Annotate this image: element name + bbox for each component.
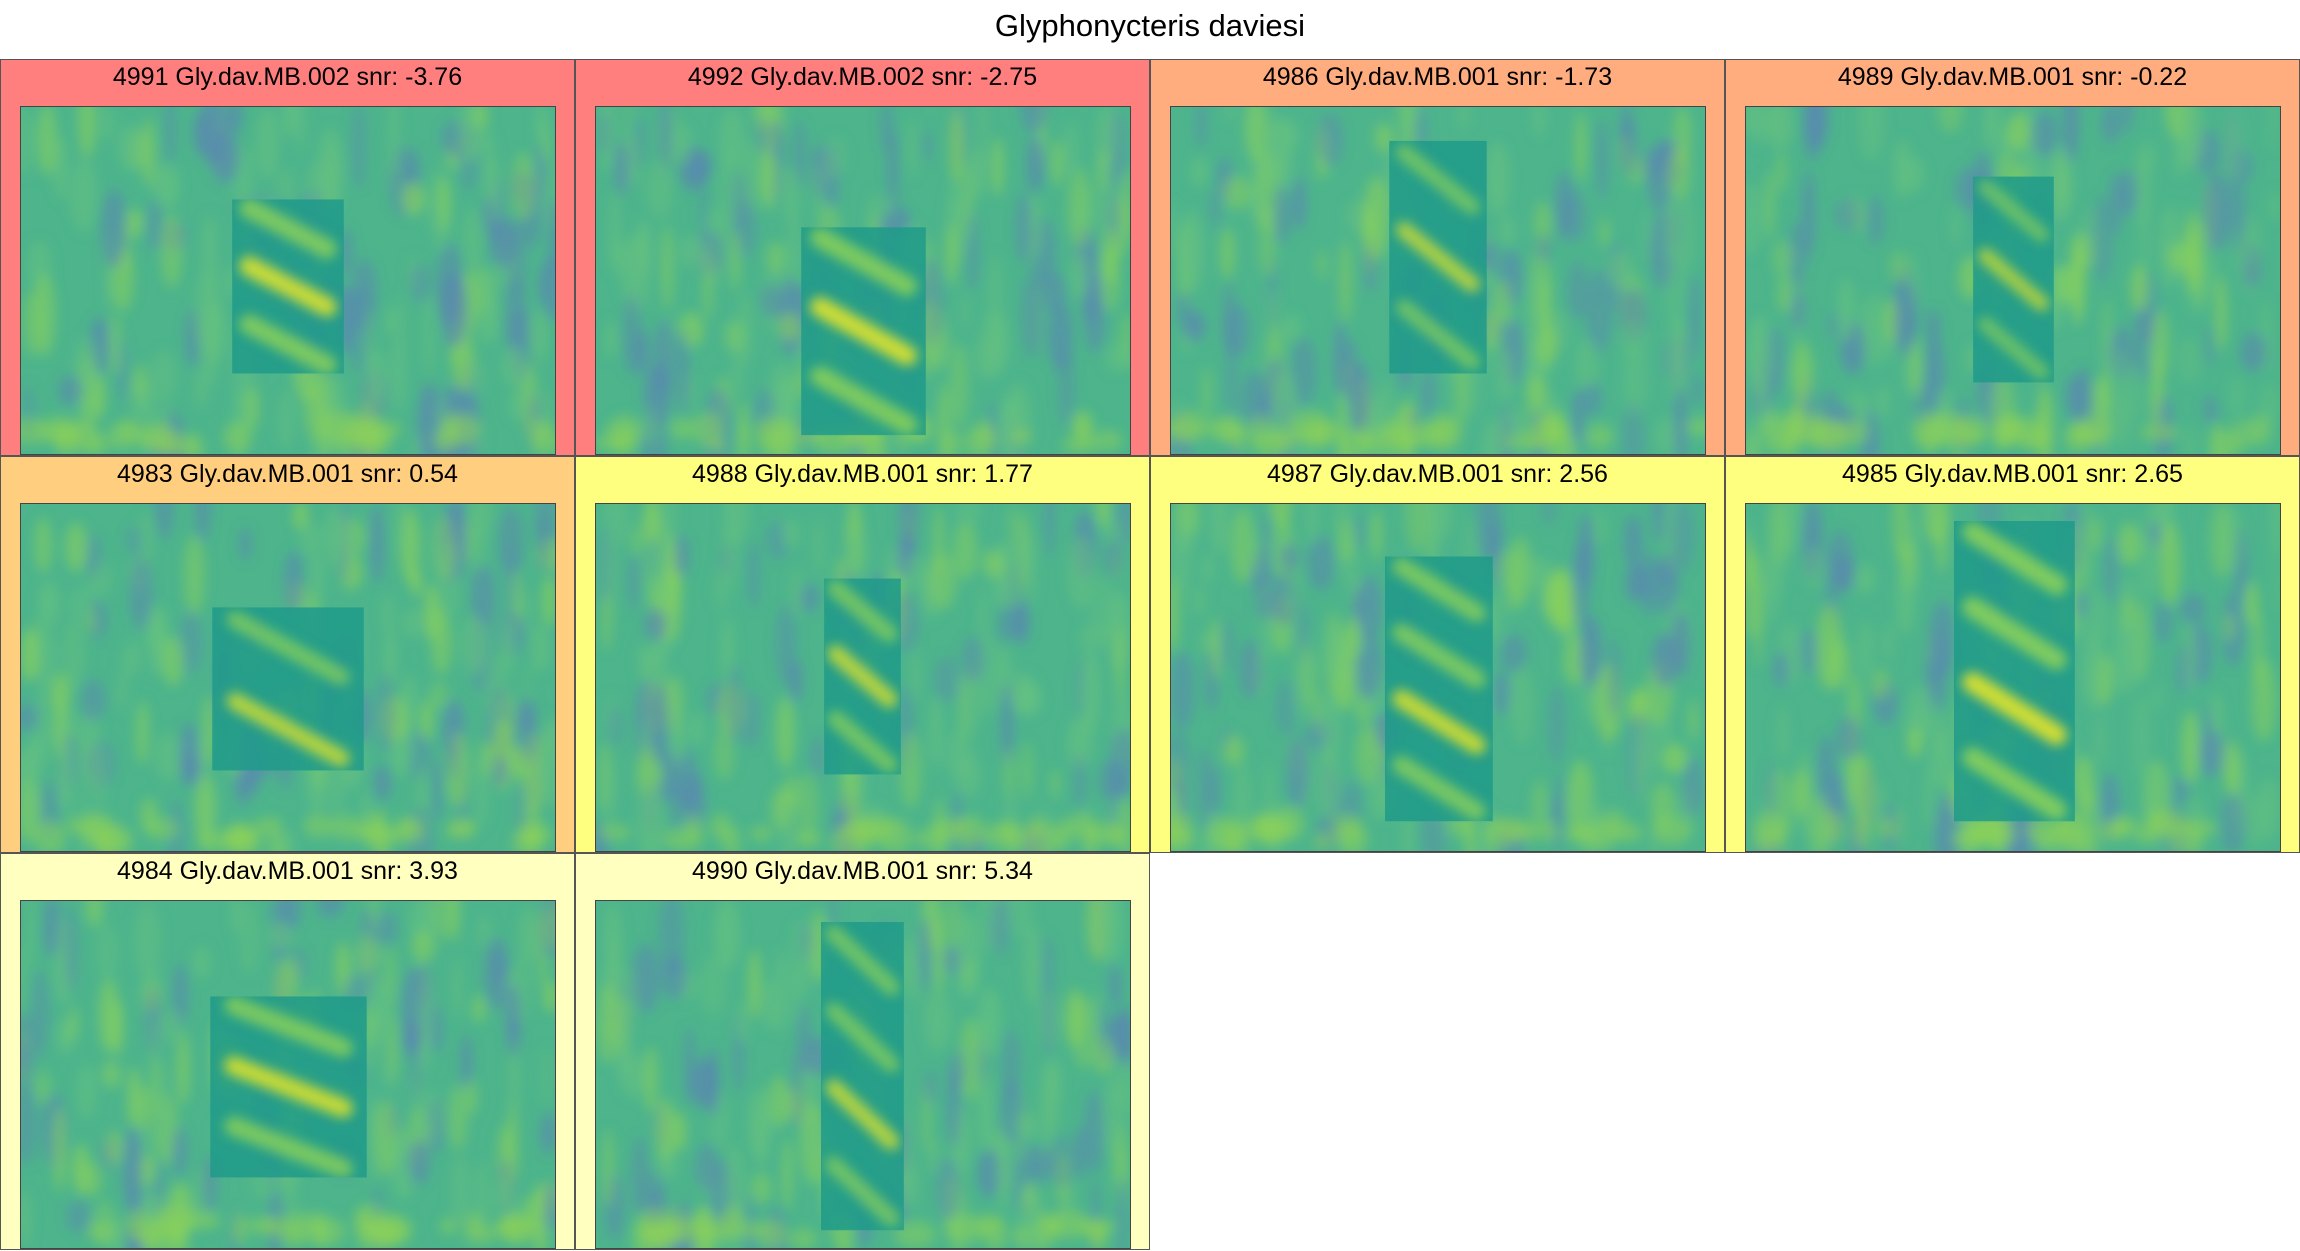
spectrogram-plot [1170, 503, 1706, 852]
spectrogram-plot [595, 106, 1131, 455]
figure-title: Glyphonycteris daviesi [994, 8, 1306, 43]
spectrogram-plot [595, 503, 1131, 852]
panel-title: 4985 Gly.dav.MB.001 snr: 2.65 [1842, 460, 2183, 488]
spectrogram-plot [20, 503, 556, 852]
panel-title: 4987 Gly.dav.MB.001 snr: 2.56 [1267, 460, 1608, 488]
panel-4983: 4983 Gly.dav.MB.001 snr: 0.54 [0, 456, 575, 853]
panel-4992: 4992 Gly.dav.MB.002 snr: -2.75 [575, 59, 1150, 456]
spectrogram-image [596, 107, 1130, 454]
panel-4984: 4984 Gly.dav.MB.001 snr: 3.93 [0, 853, 575, 1250]
spectrogram-plot [1745, 106, 2281, 455]
panel-title: 4984 Gly.dav.MB.001 snr: 3.93 [117, 857, 458, 885]
spectrogram-plot [1170, 106, 1706, 455]
spectrogram-image [596, 901, 1130, 1248]
panel-4988: 4988 Gly.dav.MB.001 snr: 1.77 [575, 456, 1150, 853]
spectrogram-image [1171, 504, 1705, 851]
panel-4990: 4990 Gly.dav.MB.001 snr: 5.34 [575, 853, 1150, 1250]
panel-4986: 4986 Gly.dav.MB.001 snr: -1.73 [1150, 59, 1725, 456]
spectrogram-plot [595, 900, 1131, 1249]
spectrogram-image [21, 901, 555, 1248]
spectrogram-image [1746, 504, 2280, 851]
spectrogram-plot [20, 106, 556, 455]
panel-title: 4991 Gly.dav.MB.002 snr: -3.76 [112, 63, 463, 91]
panel-4985: 4985 Gly.dav.MB.001 snr: 2.65 [1725, 456, 2300, 853]
panel-title: 4988 Gly.dav.MB.001 snr: 1.77 [692, 460, 1033, 488]
spectrogram-image [596, 504, 1130, 851]
panel-title: 4989 Gly.dav.MB.001 snr: -0.22 [1837, 63, 2188, 91]
panel-4991: 4991 Gly.dav.MB.002 snr: -3.76 [0, 59, 575, 456]
panel-title: 4992 Gly.dav.MB.002 snr: -2.75 [687, 63, 1038, 91]
panel-4989: 4989 Gly.dav.MB.001 snr: -0.22 [1725, 59, 2300, 456]
spectrogram-plot [1745, 503, 2281, 852]
panel-4987: 4987 Gly.dav.MB.001 snr: 2.56 [1150, 456, 1725, 853]
spectrogram-image [21, 107, 555, 454]
spectrogram-image [21, 504, 555, 851]
panel-title: 4986 Gly.dav.MB.001 snr: -1.73 [1262, 63, 1613, 91]
spectrogram-plot [20, 900, 556, 1249]
panel-title: 4990 Gly.dav.MB.001 snr: 5.34 [692, 857, 1033, 885]
spectrogram-grid: 4991 Gly.dav.MB.002 snr: -3.76 4992 Gly.… [0, 59, 2300, 1251]
spectrogram-image [1746, 107, 2280, 454]
panel-title: 4983 Gly.dav.MB.001 snr: 0.54 [117, 460, 458, 488]
spectrogram-image [1171, 107, 1705, 454]
